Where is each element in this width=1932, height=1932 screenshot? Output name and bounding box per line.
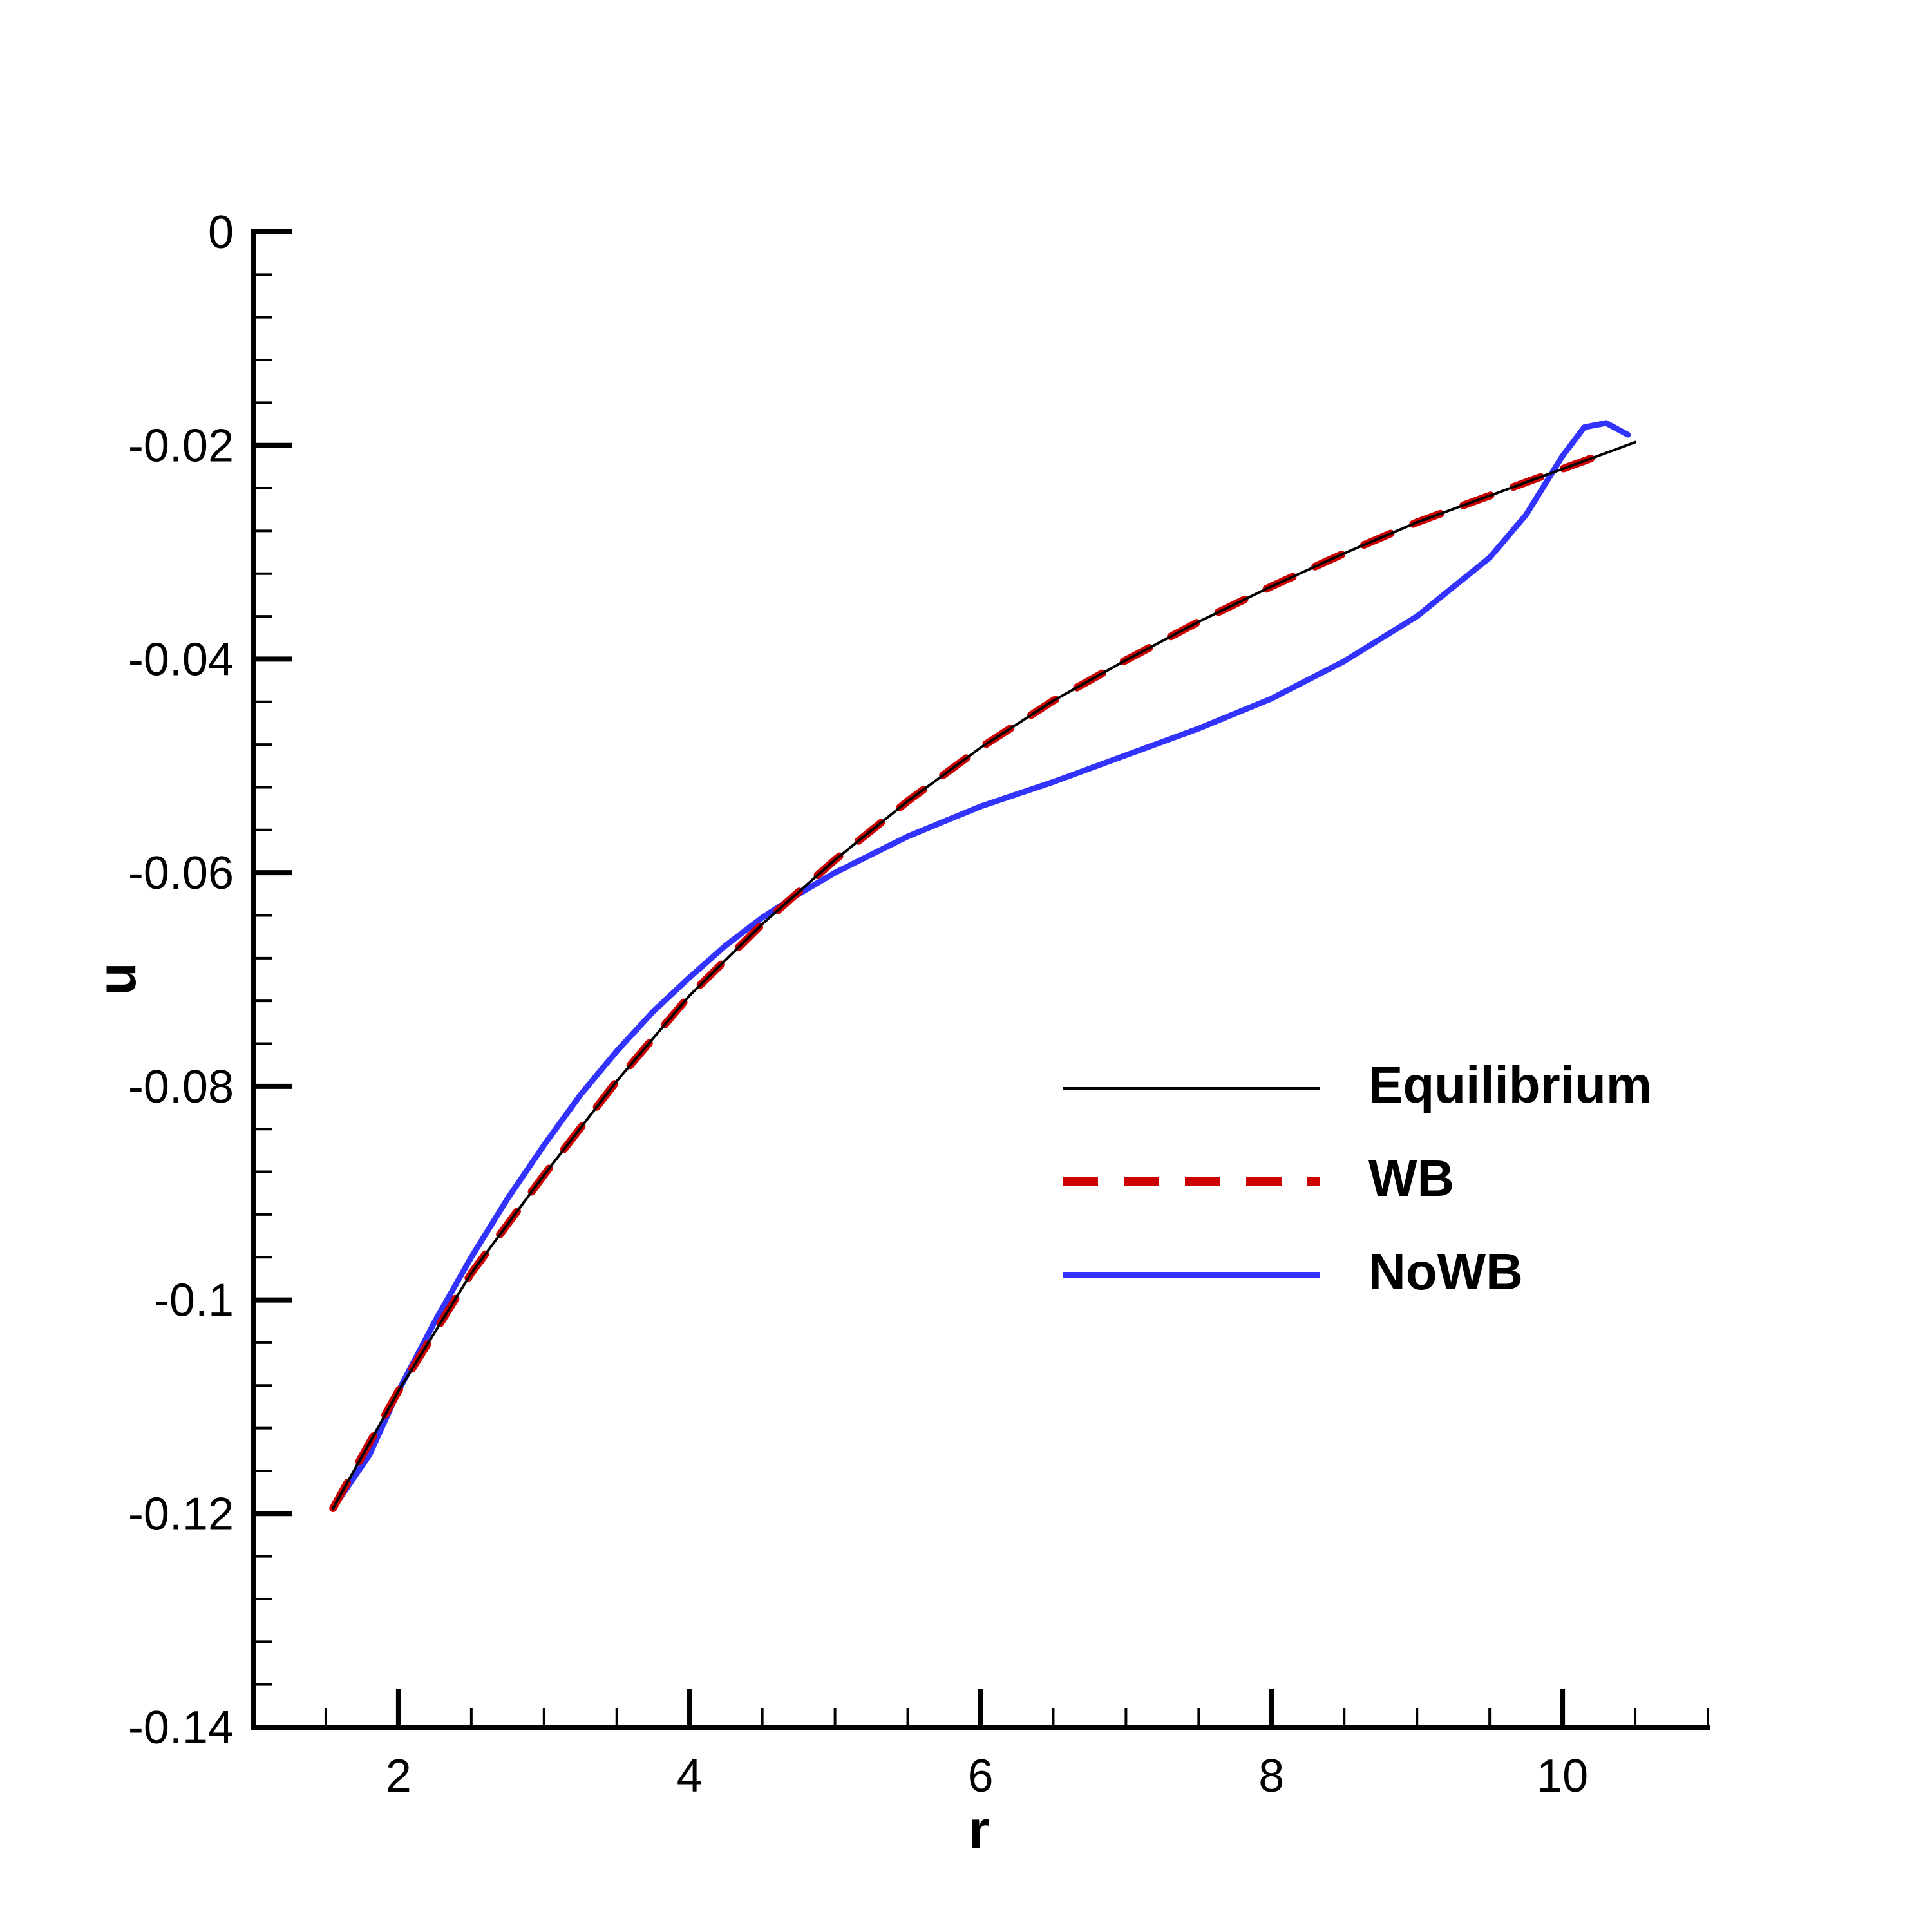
x-tick-label: 4	[677, 1750, 703, 1802]
x-tick-label: 10	[1537, 1750, 1588, 1802]
x-tick-label: 8	[1258, 1750, 1284, 1802]
y-tick-label: -0.06	[128, 848, 234, 899]
legend-label-nowb: NoWB	[1368, 1243, 1523, 1300]
x-tick-label: 6	[967, 1750, 993, 1802]
x-axis-label: r	[969, 1799, 990, 1860]
tick-labels: 2 4 6 8 10 0 -0.02 -0.04 -0.06 -0.08 -0.1 -0.12 -0.1…	[128, 207, 1588, 1802]
legend: Equilibrium WB NoWB	[1063, 1056, 1652, 1300]
legend-label-wb: WB	[1368, 1150, 1454, 1207]
y-tick-label: -0.1	[154, 1275, 234, 1327]
y-axis-label: u	[86, 962, 147, 995]
series-line-nowb	[330, 420, 1631, 1511]
series-line-wb	[329, 454, 1596, 1512]
x-tick-label: 2	[386, 1750, 412, 1802]
y-tick-label: -0.14	[128, 1702, 234, 1754]
series-line-equilibrium	[332, 440, 1636, 1510]
series-lines	[329, 420, 1636, 1512]
y-tick-label: -0.04	[128, 634, 234, 685]
y-tick-label: -0.12	[128, 1488, 234, 1540]
legend-label-equilibrium: Equilibrium	[1368, 1056, 1652, 1113]
axes	[251, 229, 1710, 1730]
tick-marks	[253, 229, 1709, 1730]
y-tick-label: -0.02	[128, 421, 234, 472]
y-tick-label: -0.08	[128, 1061, 234, 1113]
y-tick-label: 0	[208, 207, 234, 258]
